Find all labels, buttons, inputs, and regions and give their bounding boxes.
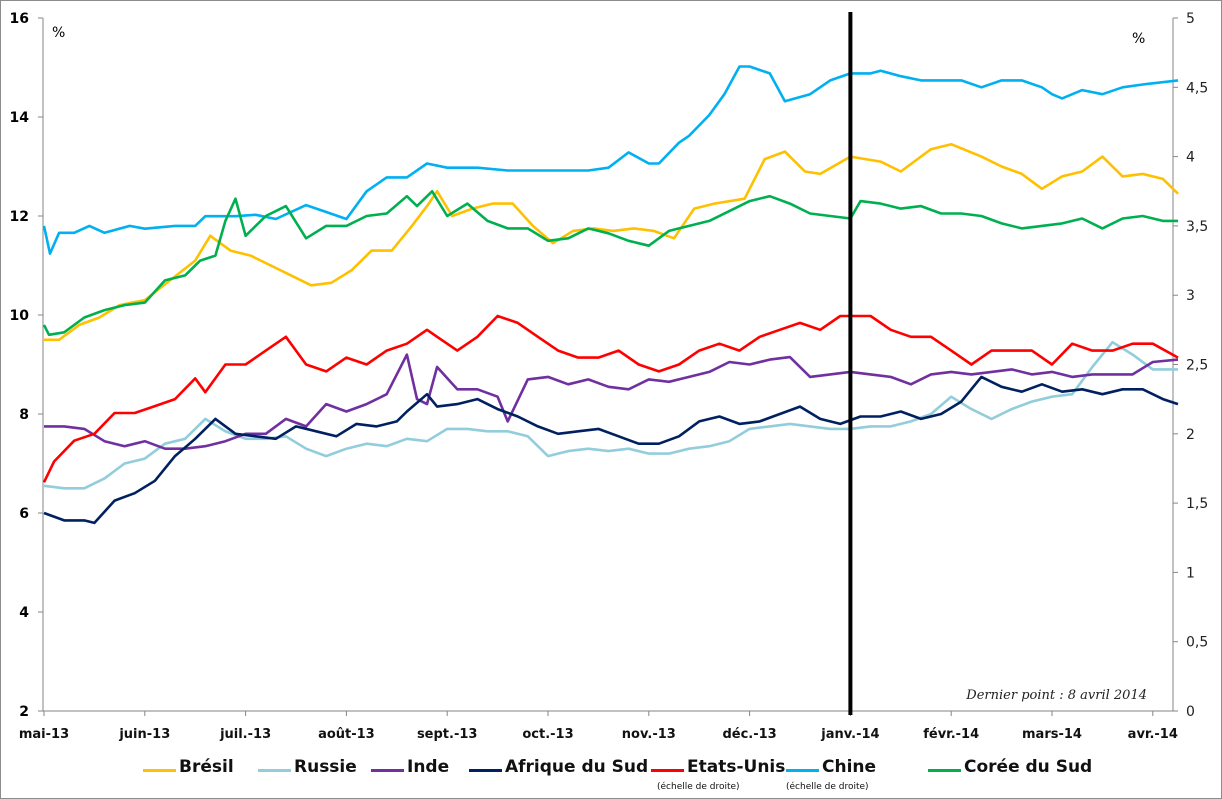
series-line-coree-du-sud [42,190,1178,337]
right-tick-label: 3 [1186,288,1195,304]
left-tick-label: 6 [19,506,29,522]
series-line-afrique-du-sud [43,375,1179,525]
legend-label: Chine [822,757,877,777]
right-tick-label: 5 [1186,11,1195,27]
x-tick-label: août-13 [318,727,375,742]
left-tick-label: 10 [10,308,30,324]
left-tick-label: 16 [10,11,29,27]
series-line-chine [42,65,1179,255]
right-tick-label: 1,5 [1186,496,1208,512]
legend-label: Russie [294,757,357,777]
x-tick-label: déc.-13 [722,727,776,742]
right-tick-label: 1 [1186,565,1195,581]
series-line-russie [43,340,1178,490]
legend-swatch [143,769,176,772]
legend-sublabel: (échelle de droite) [786,782,869,792]
legend-label: Corée du Sud [964,757,1093,777]
left-tick-label: 8 [19,407,29,423]
right-axis-unit: % [1132,31,1145,47]
right-tick-label: 2,5 [1186,358,1208,374]
right-tick-label: 2 [1186,427,1195,443]
right-tick-label: 4,5 [1186,80,1208,96]
x-tick-label: nov.-13 [622,727,676,742]
x-tick-label: avr.-14 [1128,727,1178,742]
x-tick-label: mars-14 [1022,727,1082,742]
x-tick-label: sept.-13 [417,727,478,742]
left-tick-label: 14 [10,110,30,126]
legend-swatch [651,769,684,772]
axes: 2 4 6 8 10 12 14 16 0 0,5 1 1,5 2 2,5 3 3,5 4 4,5 5 mai-13 j… [10,11,1209,742]
legend-label: Etats-Unis [687,757,786,777]
legend-swatch [469,769,502,772]
x-tick-label: oct.-13 [522,727,573,742]
series-line-inde [44,353,1179,451]
series-line-etats-unis [42,314,1179,483]
legend-swatch [786,769,819,772]
left-tick-label: 2 [19,704,29,720]
left-axis-unit: % [52,25,65,41]
x-tick-label: juil.-13 [219,727,271,742]
series-line-bresil [44,142,1179,342]
right-tick-label: 0 [1186,704,1195,720]
left-tick-label: 4 [19,605,29,621]
last-point-note: Dernier point : 8 avril 2014 [965,688,1147,703]
x-tick-label: janv.-14 [820,727,879,742]
legend: Brésil Russie Inde Afrique du Sud Etats-Unis… [0,757,1222,797]
x-tick-label: mai-13 [19,727,69,742]
legend-label: Afrique du Sud [505,757,649,777]
series-lines [42,65,1179,525]
legend-sublabel: (échelle de droite) [657,782,740,792]
legend-swatch [258,769,291,772]
left-tick-label: 12 [10,209,29,225]
right-tick-label: 3,5 [1186,219,1208,235]
x-tick-label: févr.-14 [923,727,979,742]
right-tick-label: 4 [1186,150,1195,166]
legend-label: Brésil [179,757,234,777]
right-tick-label: 0,5 [1186,635,1208,651]
legend-swatch [928,769,961,772]
x-tick-label: juin-13 [118,727,170,742]
legend-label: Inde [407,757,450,777]
legend-swatch [371,769,404,772]
